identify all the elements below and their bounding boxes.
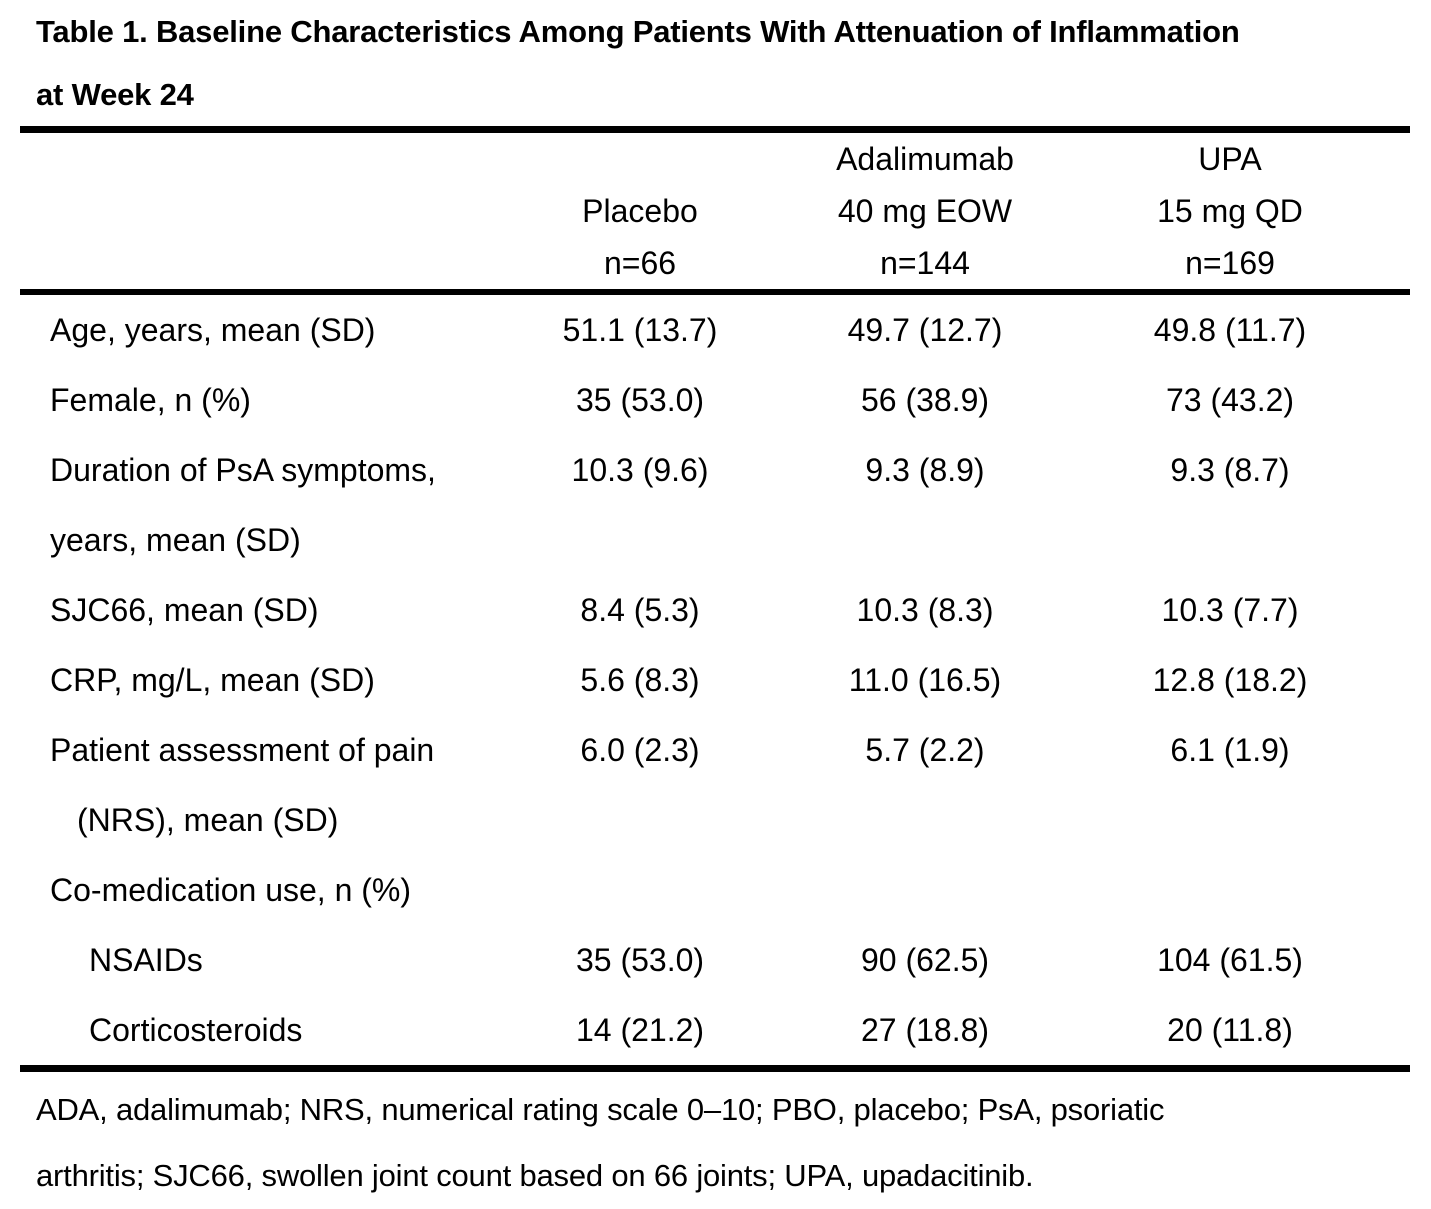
table-bottom-rule <box>20 1065 1410 1072</box>
row-value: 35 (53.0) <box>575 942 705 978</box>
table-row: Female, n (%) 35 (53.0) 56 (38.9) 73 (43… <box>20 365 1410 435</box>
header-line: Adalimumab <box>836 141 1014 177</box>
row-value <box>800 505 1050 575</box>
footnote-line1: ADA, adalimumab; NRS, numerical rating s… <box>36 1092 1165 1127</box>
row-value: 27 (18.8) <box>860 1012 990 1048</box>
header-col-placebo: Placebo n=66 <box>480 133 800 289</box>
row-value: 10.3 (7.7) <box>1161 592 1299 628</box>
header-line: 40 mg EOW <box>837 193 1013 229</box>
table-row: years, mean (SD) <box>20 505 1410 575</box>
row-label: Female, n (%) <box>50 382 251 418</box>
header-line: UPA <box>1198 141 1262 177</box>
header-line: Placebo <box>582 193 698 229</box>
row-label: Patient assessment of pain <box>50 732 435 768</box>
header-line: 15 mg QD <box>1157 193 1303 229</box>
row-value: 11.0 (16.5) <box>848 662 1002 698</box>
table-row: Co-medication use, n (%) <box>20 855 1410 925</box>
row-value: 49.7 (12.7) <box>847 312 1003 348</box>
row-label: Co-medication use, n (%) <box>50 872 412 908</box>
row-label: CRP, mg/L, mean (SD) <box>50 662 375 698</box>
table-row: Duration of PsA symptoms, 10.3 (9.6) 9.3… <box>20 435 1410 505</box>
row-value: 20 (11.8) <box>1167 1012 1293 1048</box>
row-value: 51.1 (13.7) <box>562 312 718 348</box>
row-value: 5.7 (2.2) <box>865 732 985 768</box>
row-value <box>480 785 800 855</box>
row-value: 10.3 (9.6) <box>571 452 709 488</box>
row-value: 5.6 (8.3) <box>580 662 700 698</box>
row-value: 8.4 (5.3) <box>580 592 700 628</box>
row-value: 56 (38.9) <box>860 382 990 418</box>
table-row: CRP, mg/L, mean (SD) 5.6 (8.3) 11.0 (16.… <box>20 645 1410 715</box>
table-body: Age, years, mean (SD) 51.1 (13.7) 49.7 (… <box>0 295 1431 1065</box>
table-title: Table 1. Baseline Characteristics Among … <box>36 0 1395 126</box>
header-col-adalimumab: Adalimumab 40 mg EOW n=144 <box>800 133 1050 289</box>
row-value: 10.3 (8.3) <box>856 592 994 628</box>
row-value <box>480 855 800 925</box>
header-line <box>480 133 800 185</box>
header-line: n=144 <box>880 245 970 281</box>
row-value: 6.0 (2.3) <box>580 732 700 768</box>
row-label: (NRS), mean (SD) <box>77 802 339 838</box>
row-label: Age, years, mean (SD) <box>50 312 376 348</box>
table-row: Patient assessment of pain 6.0 (2.3) 5.7… <box>20 715 1410 785</box>
row-value: 12.8 (18.2) <box>1152 662 1308 698</box>
row-value: 14 (21.2) <box>575 1012 705 1048</box>
row-label: SJC66, mean (SD) <box>50 592 319 628</box>
row-label: years, mean (SD) <box>50 522 301 558</box>
row-value: 6.1 (1.9) <box>1170 732 1290 768</box>
footnote-line2: arthritis; SJC66, swollen joint count ba… <box>36 1158 1034 1193</box>
row-value: 104 (61.5) <box>1157 942 1303 978</box>
table-footnote: ADA, adalimumab; NRS, numerical rating s… <box>36 1077 1395 1209</box>
row-value: 90 (62.5) <box>860 942 990 978</box>
table-title-line2: at Week 24 <box>36 77 194 112</box>
row-value: 9.3 (8.9) <box>865 452 985 488</box>
table-row: SJC66, mean (SD) 8.4 (5.3) 10.3 (8.3) 10… <box>20 575 1410 645</box>
row-label: Duration of PsA symptoms, <box>50 452 436 488</box>
row-value <box>1050 505 1410 575</box>
row-value: 73 (43.2) <box>1165 382 1295 418</box>
row-value <box>1050 785 1410 855</box>
row-value <box>480 505 800 575</box>
table-header: Placebo n=66 Adalimumab 40 mg EOW n=144 … <box>20 133 1410 289</box>
row-label: NSAIDs <box>89 942 203 978</box>
table-row: Age, years, mean (SD) 51.1 (13.7) 49.7 (… <box>20 295 1410 365</box>
row-value: 9.3 (8.7) <box>1170 452 1290 488</box>
row-label: Corticosteroids <box>89 1012 303 1048</box>
table-row: (NRS), mean (SD) <box>20 785 1410 855</box>
row-value <box>800 785 1050 855</box>
header-rowlabel-column <box>20 133 480 289</box>
table-row: Corticosteroids 14 (21.2) 27 (18.8) 20 (… <box>20 995 1410 1065</box>
header-line: n=169 <box>1185 245 1275 281</box>
row-value <box>1050 855 1410 925</box>
table-row: NSAIDs 35 (53.0) 90 (62.5) 104 (61.5) <box>20 925 1410 995</box>
header-col-upadacitinib: UPA 15 mg QD n=169 <box>1050 133 1410 289</box>
table-top-rule <box>20 126 1410 133</box>
table-header-rule <box>20 289 1410 295</box>
row-value: 35 (53.0) <box>575 382 705 418</box>
header-line: n=66 <box>603 245 677 281</box>
row-value <box>800 855 1050 925</box>
row-value: 49.8 (11.7) <box>1153 312 1307 348</box>
table-title-line1: Table 1. Baseline Characteristics Among … <box>36 14 1240 49</box>
